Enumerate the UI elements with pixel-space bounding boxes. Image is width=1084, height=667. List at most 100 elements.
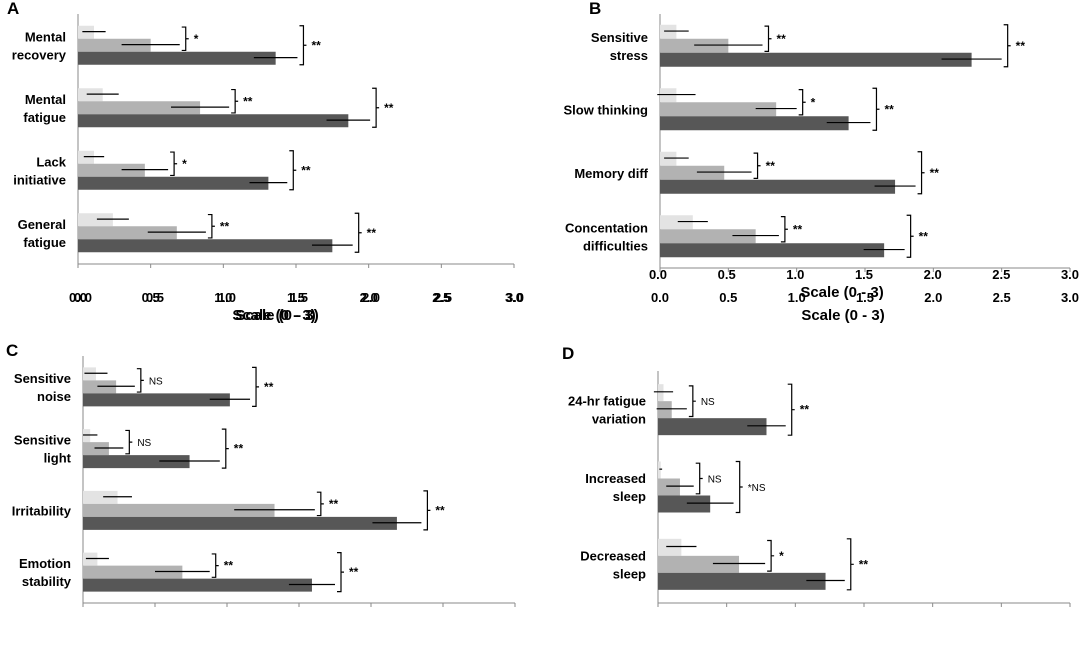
x-axis-title: Scale (0 - 3) xyxy=(232,307,315,324)
bar-series-3 xyxy=(658,495,711,513)
bar-series-3 xyxy=(660,179,896,194)
category-label: noise xyxy=(37,389,71,404)
significance-bracket-outer xyxy=(917,151,925,195)
significance-label-inner: * xyxy=(811,95,816,109)
category-label: fatigue xyxy=(23,110,66,125)
x-tick-label: 0.0 xyxy=(69,290,87,305)
group-concentation-difficulties: Concentation difficulties ** ** xyxy=(565,214,929,258)
x-tick-label: 3.0 xyxy=(1061,290,1079,305)
significance-bracket-inner xyxy=(767,539,775,572)
group-mental-fatigue: Mental fatigue ** ** xyxy=(23,87,394,128)
x-axis-title: Scale (0 - 3) xyxy=(235,307,318,324)
bar-series-3 xyxy=(78,239,333,253)
significance-bracket-outer xyxy=(337,552,344,593)
significance-label-inner: NS xyxy=(137,438,151,449)
category-label: fatigue xyxy=(23,235,66,250)
significance-label-outer: ** xyxy=(919,229,929,243)
category-label: Mental xyxy=(25,92,66,107)
x-tick-label: 3.0 xyxy=(506,290,524,305)
bar-series-1 xyxy=(660,215,693,230)
bar-series-2 xyxy=(78,226,177,240)
significance-bracket-outer xyxy=(846,538,854,591)
category-label: sleep xyxy=(613,489,646,504)
x-tick-label: 2.0 xyxy=(924,290,942,305)
category-label: General xyxy=(18,217,66,232)
x-tick-label: 1.0 xyxy=(786,267,804,282)
x-tick-label: 1.5 xyxy=(856,290,874,305)
x-axis-title: Scale (0 - 3) xyxy=(800,284,883,301)
x-tick-label: 1.0 xyxy=(214,290,232,305)
group-sensitive-light: Sensitive light NS ** xyxy=(14,428,243,469)
bar-series-1 xyxy=(83,552,98,566)
category-label: Lack xyxy=(36,154,66,169)
significance-bracket-inner xyxy=(207,213,215,239)
bar-series-3 xyxy=(78,176,269,190)
bar-series-1 xyxy=(83,429,91,443)
x-tick-label: 3.0 xyxy=(505,290,523,305)
x-tick-label: 1.5 xyxy=(855,267,873,282)
significance-bracket-inner xyxy=(798,89,806,116)
significance-label-outer: ** xyxy=(884,102,894,116)
significance-bracket-outer xyxy=(906,214,914,258)
significance-label-inner: ** xyxy=(220,219,230,233)
bar-series-3 xyxy=(83,393,230,407)
significance-bracket-inner xyxy=(764,25,772,52)
significance-label-outer: ** xyxy=(800,403,810,417)
category-label: 24-hr fatigue xyxy=(568,394,646,409)
group-increased-sleep: Increased sleep NS *NS xyxy=(585,460,766,514)
x-tick-label: 0.5 xyxy=(146,290,164,305)
significance-label-inner: ** xyxy=(224,559,234,573)
category-label: variation xyxy=(592,412,646,427)
significance-label-inner: ** xyxy=(766,159,776,173)
significance-label-outer: ** xyxy=(311,38,321,52)
x-tick-label: 0.0 xyxy=(649,267,667,282)
bar-series-2 xyxy=(83,503,275,517)
significance-label-outer: ** xyxy=(301,163,311,177)
significance-label-inner: NS xyxy=(708,475,722,486)
x-tick-label: 2.5 xyxy=(432,290,450,305)
significance-label-outer: ** xyxy=(930,166,940,180)
panel-letter: A xyxy=(7,0,19,18)
category-label: Mental xyxy=(25,29,66,44)
significance-bracket-outer xyxy=(221,428,229,469)
x-tick-label: 0.5 xyxy=(718,267,736,282)
significance-bracket-inner xyxy=(211,553,219,578)
bar-series-2 xyxy=(78,101,201,115)
x-tick-label: 1.0 xyxy=(788,290,806,305)
category-label: Slow thinking xyxy=(564,102,649,117)
category-label: light xyxy=(44,451,72,466)
x-tick-label: 2.0 xyxy=(362,290,380,305)
significance-bracket-inner xyxy=(695,462,703,495)
category-label: Irritability xyxy=(12,503,72,518)
bar-series-3 xyxy=(78,114,349,128)
category-label: Decreased xyxy=(580,548,646,563)
group-sensitive-stress: Sensitive stress ** ** xyxy=(591,24,1025,68)
category-label: recovery xyxy=(12,47,67,62)
significance-label-inner: * xyxy=(194,32,199,46)
bar-series-1 xyxy=(658,384,664,402)
bar-series-1 xyxy=(83,490,118,504)
x-tick-label: 0.5 xyxy=(142,290,160,305)
category-label: Sensitive xyxy=(591,30,648,45)
category-label: sleep xyxy=(613,566,646,581)
significance-bracket-outer xyxy=(299,25,307,66)
bar-series-2 xyxy=(660,102,777,117)
bar-series-1 xyxy=(78,213,113,227)
significance-bracket-outer xyxy=(423,490,431,531)
significance-label-inner: * xyxy=(779,549,784,563)
panel-b: B 0.0 0.5 1.0 1.5 2.0 2.5 3.0 Scale (0 - 3) Sensi… xyxy=(564,0,1080,324)
bar-series-1 xyxy=(660,151,677,166)
bar-series-1 xyxy=(78,150,94,164)
significance-bracket-outer xyxy=(872,87,880,131)
significance-bracket-inner xyxy=(181,26,189,52)
category-label: Increased xyxy=(585,471,646,486)
bar-series-2 xyxy=(660,165,725,180)
x-tick-label: 0.5 xyxy=(719,290,737,305)
bar-series-1 xyxy=(660,24,677,39)
bar-series-2 xyxy=(660,229,756,244)
bar-series-2 xyxy=(660,38,729,53)
x-tick-label: 2.5 xyxy=(992,267,1010,282)
bar-series-1 xyxy=(78,88,103,102)
